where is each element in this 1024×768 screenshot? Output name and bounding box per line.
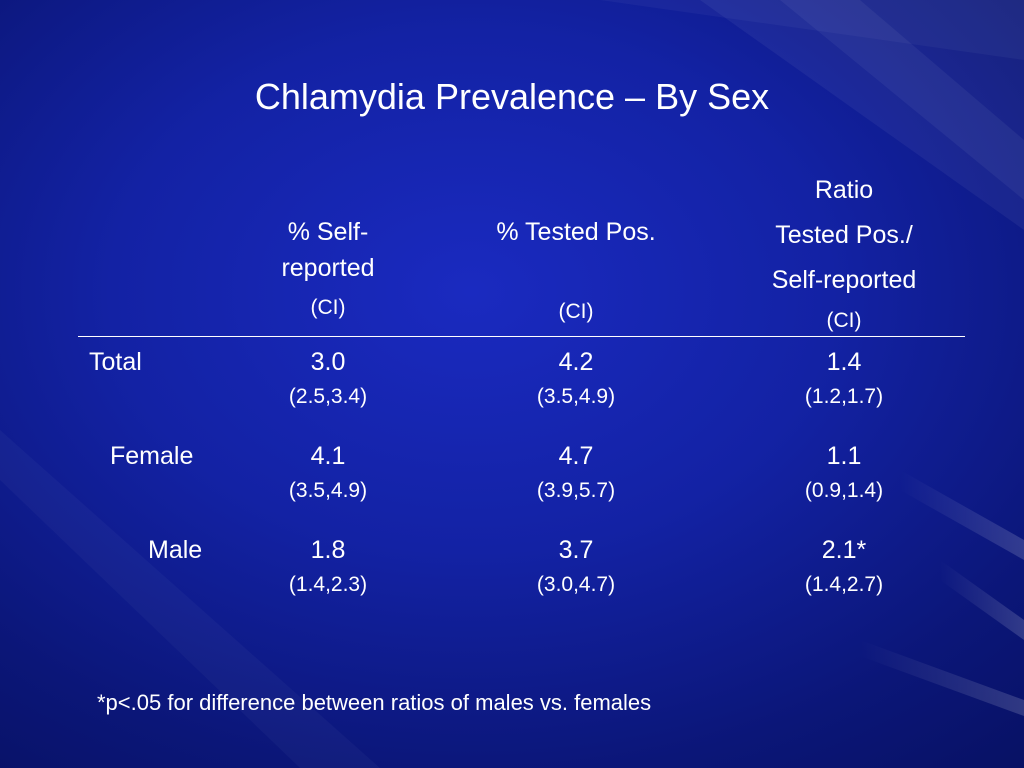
- header-ratio-ci: (CI): [826, 309, 862, 332]
- header-ratio-line2: Tested Pos./: [775, 221, 913, 249]
- female-ratio-ci: (0.9,1.4): [804, 479, 884, 502]
- total-ratio-value: 1.4: [826, 348, 862, 376]
- header-ratio-line1: Ratio: [814, 176, 874, 204]
- total-self-reported: 3.0 (2.5,3.4): [248, 342, 408, 412]
- header-self-reported-ci: (CI): [310, 296, 346, 319]
- total-self-reported-value: 3.0: [310, 348, 346, 376]
- male-self-reported-value: 1.8: [310, 536, 346, 564]
- total-tested-pos-ci: (3.5,4.9): [536, 385, 616, 408]
- row-label-male: Male: [148, 536, 203, 564]
- female-tested-pos-ci: (3.9,5.7): [536, 479, 616, 502]
- male-ratio-value: 2.1*: [821, 536, 867, 564]
- female-ratio-value: 1.1: [826, 442, 862, 470]
- slide-title: Chlamydia Prevalence – By Sex: [254, 76, 770, 117]
- male-tested-pos-ci: (3.0,4.7): [536, 573, 616, 596]
- female-ratio: 1.1 (0.9,1.4): [764, 436, 924, 506]
- male-self-reported-ci: (1.4,2.3): [288, 573, 368, 596]
- total-tested-pos-value: 4.2: [558, 348, 594, 376]
- female-self-reported-ci: (3.5,4.9): [288, 479, 368, 502]
- header-ratio: Ratio Tested Pos./ Self-reported (CI): [728, 168, 960, 339]
- female-tested-pos-value: 4.7: [558, 442, 594, 470]
- female-self-reported-value: 4.1: [310, 442, 346, 470]
- female-self-reported: 4.1 (3.5,4.9): [248, 436, 408, 506]
- header-ratio-line3: Self-reported: [771, 266, 917, 294]
- header-self-reported: % Self- reported (CI): [248, 214, 408, 330]
- header-tested-pos-line1: % Tested Pos.: [496, 218, 656, 246]
- total-tested-pos: 4.2 (3.5,4.9): [496, 342, 656, 412]
- footnote: *p<.05 for difference between ratios of …: [97, 690, 652, 715]
- male-tested-pos-value: 3.7: [558, 536, 594, 564]
- header-divider: [78, 336, 965, 337]
- total-self-reported-ci: (2.5,3.4): [288, 385, 368, 408]
- row-label-female: Female: [110, 442, 194, 470]
- header-self-reported-line1: % Self-: [287, 218, 369, 246]
- total-ratio-ci: (1.2,1.7): [804, 385, 884, 408]
- male-ratio: 2.1* (1.4,2.7): [764, 530, 924, 600]
- row-label-total: Total: [89, 348, 142, 376]
- female-tested-pos: 4.7 (3.9,5.7): [496, 436, 656, 506]
- header-tested-pos: % Tested Pos. (CI): [456, 214, 696, 334]
- male-tested-pos: 3.7 (3.0,4.7): [496, 530, 656, 600]
- header-tested-pos-ci: (CI): [558, 300, 594, 323]
- header-self-reported-line2: reported: [281, 254, 375, 282]
- total-ratio: 1.4 (1.2,1.7): [764, 342, 924, 412]
- male-ratio-ci: (1.4,2.7): [804, 573, 884, 596]
- male-self-reported: 1.8 (1.4,2.3): [248, 530, 408, 600]
